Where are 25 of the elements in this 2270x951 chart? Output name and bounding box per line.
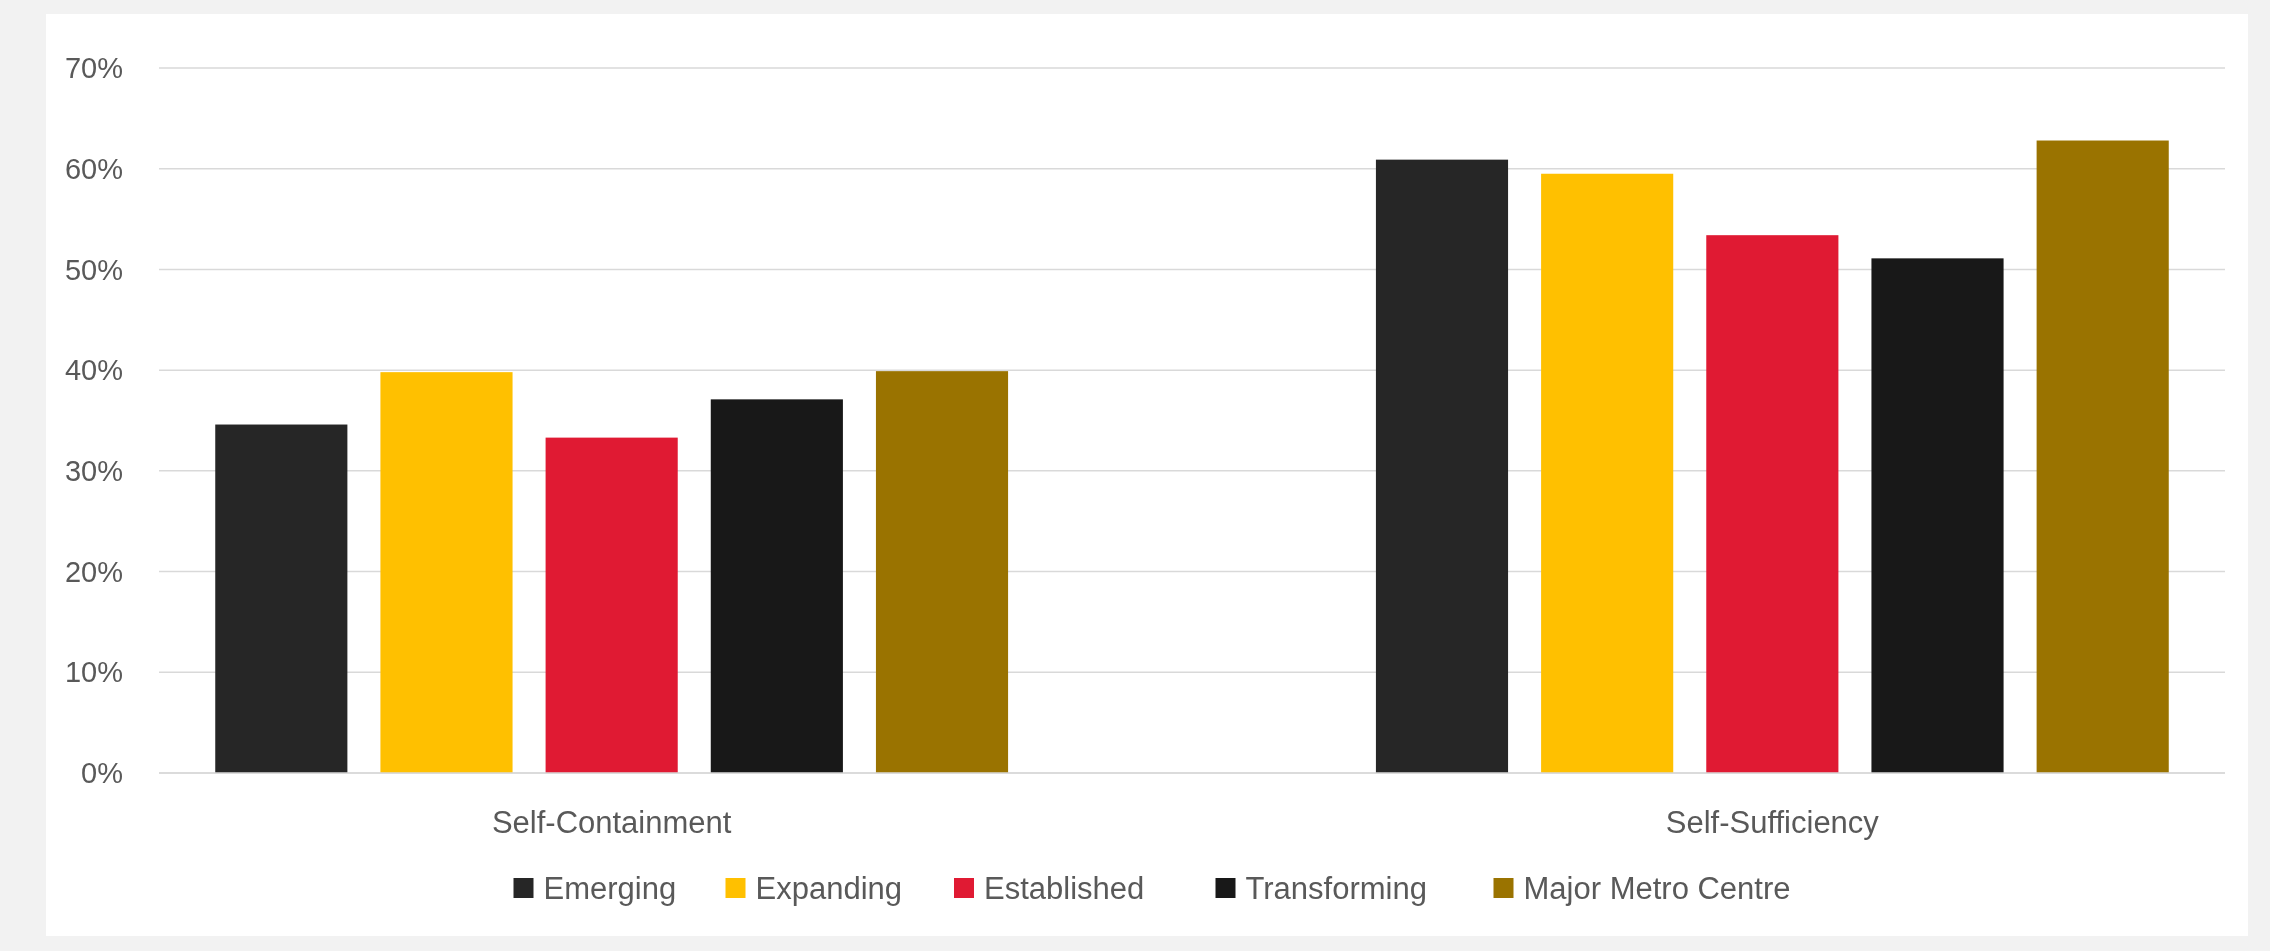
bar (710, 399, 843, 773)
x-tick-label: Self-Sufficiency (1665, 804, 1880, 840)
bar (2036, 140, 2169, 773)
bar (1706, 235, 1839, 773)
legend-label: Established (984, 870, 1145, 906)
legend-label: Expanding (755, 870, 903, 906)
bar (1541, 173, 1674, 773)
bar (380, 372, 513, 773)
y-tick-label: 30% (64, 455, 123, 488)
y-tick-label: 10% (64, 656, 123, 689)
bar (1375, 159, 1509, 773)
y-tick-label: 50% (64, 253, 123, 286)
legend-label: Emerging (543, 870, 677, 906)
x-tick-label: Self-Containment (491, 804, 732, 840)
legend-label: Transforming (1245, 870, 1427, 906)
bar (215, 424, 348, 773)
y-tick-label: 20% (64, 555, 123, 588)
bar (875, 371, 1009, 773)
legend-label: Major Metro Centre (1523, 870, 1791, 906)
y-tick-label: 60% (64, 152, 123, 185)
y-tick-label: 40% (64, 354, 123, 387)
bar (1871, 258, 2004, 773)
y-tick-label: 70% (64, 52, 123, 85)
bar (545, 437, 678, 773)
y-tick-label: 0% (81, 757, 123, 790)
